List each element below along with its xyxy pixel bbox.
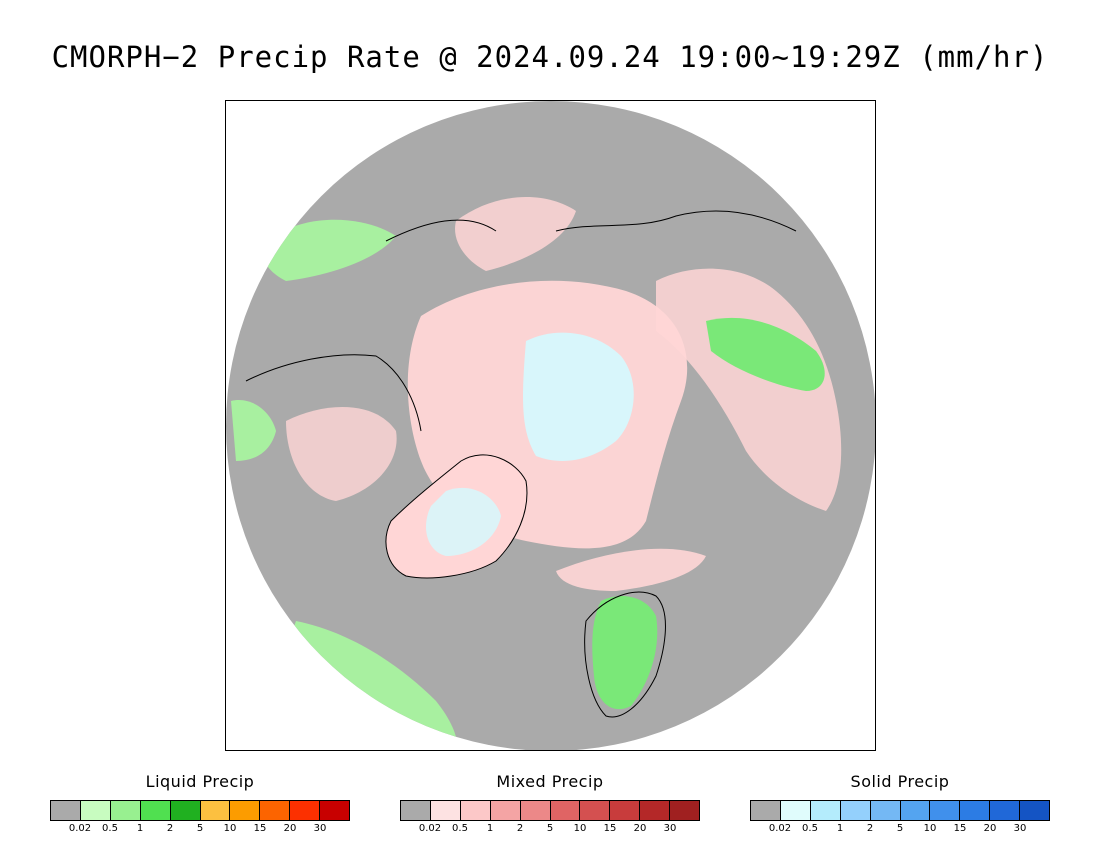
legend-swatch	[1020, 801, 1050, 820]
legend-swatch	[840, 801, 871, 820]
mixed-precip-alaska-patches	[455, 197, 576, 271]
legend-title: Mixed Precip	[496, 772, 604, 791]
legend-tick-label: 0.02	[768, 823, 792, 834]
legend-swatch	[550, 801, 581, 820]
solid-precip-greenland	[426, 487, 501, 556]
legend-tick-label: 5	[896, 823, 904, 834]
legend-tick-label: 15	[253, 823, 267, 834]
legend-tick-labels: 0.02 0.5 1 2 5 10 15 20 30	[750, 823, 1050, 837]
legend-swatch	[930, 801, 961, 820]
legend-swatch	[520, 801, 551, 820]
legend-swatch	[751, 801, 781, 820]
legend-swatch	[51, 801, 81, 820]
legend-tick-label: 20	[983, 823, 997, 834]
legend-tick-label: 30	[313, 823, 327, 834]
legend-swatch	[990, 801, 1021, 820]
legend-swatch	[810, 801, 841, 820]
legend-solid-precip: Solid Precip 0.02 0.5 1 2 5 10 15 20 30	[750, 772, 1050, 837]
legend-swatch	[430, 801, 461, 820]
legend-swatch	[260, 801, 291, 820]
legend-title: Solid Precip	[850, 772, 950, 791]
legend-swatch	[460, 801, 491, 820]
legend-tick-label: 20	[283, 823, 297, 834]
legend-tick-labels: 0.02 0.5 1 2 5 10 15 20 30	[400, 823, 700, 837]
solid-precip-north-pole	[523, 332, 634, 461]
legend-swatch	[110, 801, 141, 820]
legend-tick-label: 10	[923, 823, 937, 834]
legend-tick-label: 15	[603, 823, 617, 834]
page-title: CMORPH−2 Precip Rate @ 2024.09.24 19:00~…	[51, 40, 1049, 74]
legend-tick-label: 0.02	[68, 823, 92, 834]
legend-swatch	[200, 801, 231, 820]
mixed-precip-scandinavia-band	[556, 548, 706, 591]
mixed-precip-siberia-patches	[656, 268, 842, 511]
legend-tick-label: 0.5	[802, 823, 818, 834]
legend-tick-label: 0.02	[418, 823, 442, 834]
legend-liquid-precip: Liquid Precip 0.02 0.5 1 2 5 10 15 20 30	[50, 772, 350, 837]
legend-color-bar	[50, 800, 350, 821]
legend-swatch	[320, 801, 350, 820]
legend-swatch	[610, 801, 641, 820]
legend-swatch	[780, 801, 811, 820]
legend-swatch	[290, 801, 321, 820]
legend-tick-label: 2	[516, 823, 524, 834]
legend-swatch	[490, 801, 521, 820]
legend-tick-label: 15	[953, 823, 967, 834]
legend-tick-label: 0.5	[452, 823, 468, 834]
legend-tick-label: 20	[633, 823, 647, 834]
liquid-precip-siberia	[706, 317, 825, 391]
coastline-siberia	[555, 210, 797, 232]
legend-tick-label: 2	[166, 823, 174, 834]
legend-swatch	[960, 801, 991, 820]
coastline-alaska	[385, 219, 497, 242]
legend-color-bar	[750, 800, 1050, 821]
legend-swatch	[170, 801, 201, 820]
legend-color-bar	[400, 800, 700, 821]
legend-swatch	[870, 801, 901, 820]
legend-mixed-precip: Mixed Precip 0.02 0.5 1 2 5 10 15 20 30	[400, 772, 700, 837]
legend-tick-label: 1	[486, 823, 494, 834]
liquid-precip-canada-west	[231, 400, 276, 461]
liquid-precip-scandinavia	[592, 596, 658, 710]
legend-tick-label: 10	[573, 823, 587, 834]
map-frame	[225, 100, 876, 751]
legend-tick-label: 30	[663, 823, 677, 834]
liquid-precip-north-pacific	[262, 219, 396, 281]
legend-swatch	[580, 801, 611, 820]
mixed-precip-canada	[286, 407, 397, 501]
legend-title: Liquid Precip	[145, 772, 255, 791]
legend-swatch	[80, 801, 111, 820]
legend-swatch	[640, 801, 671, 820]
legend-tick-label: 0.5	[102, 823, 118, 834]
legend-tick-label: 2	[866, 823, 874, 834]
legend-tick-label: 10	[223, 823, 237, 834]
legend-tick-label: 5	[546, 823, 554, 834]
legend-tick-label: 5	[196, 823, 204, 834]
legend-tick-labels: 0.02 0.5 1 2 5 10 15 20 30	[50, 823, 350, 837]
legend-tick-label: 1	[836, 823, 844, 834]
legend-swatch	[401, 801, 431, 820]
legend-swatch	[140, 801, 171, 820]
scandinavia-landmass	[584, 591, 666, 718]
legend-tick-label: 1	[136, 823, 144, 834]
legend-swatch	[670, 801, 700, 820]
legend-tick-label: 30	[1013, 823, 1027, 834]
legend-swatch	[900, 801, 931, 820]
legend-swatch	[230, 801, 261, 820]
polar-precip-map	[226, 101, 875, 750]
coastline-canada	[245, 354, 422, 432]
